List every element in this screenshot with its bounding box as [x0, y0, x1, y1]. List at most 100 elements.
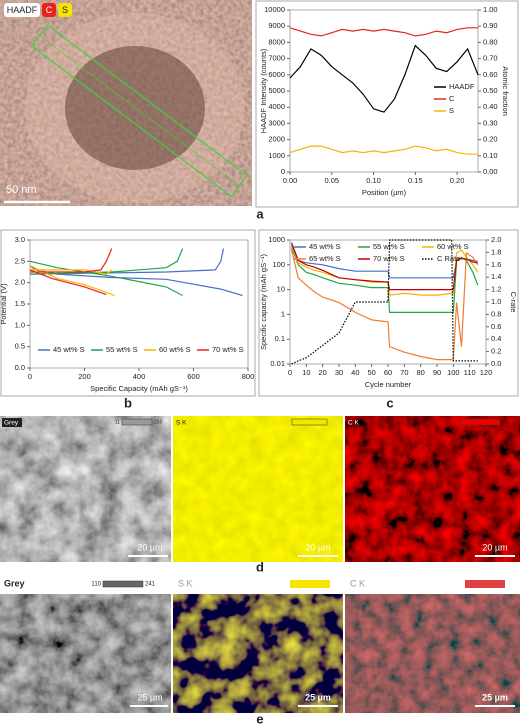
x-tick-label: 50 — [367, 368, 375, 377]
y-axis-title: Potential (V) — [0, 283, 8, 325]
haadf-image: HAADF C S 50 nm — [0, 0, 252, 206]
y-tick-label: 0.0 — [15, 363, 25, 372]
y-tick-label: 6000 — [268, 70, 285, 79]
y2-tick-label: 1.2 — [491, 285, 501, 294]
x-tick-label: 40 — [351, 368, 359, 377]
x-tick-label: 600 — [187, 372, 200, 381]
y-tick-label: 0.01 — [270, 359, 285, 368]
y2-tick-label: 0.70 — [483, 54, 498, 63]
x-tick-label: 80 — [416, 368, 424, 377]
x-tick-label: 400 — [133, 372, 146, 381]
y2-tick-label: 0.6 — [491, 322, 501, 331]
series-line — [291, 245, 479, 296]
map-title: S K — [176, 420, 187, 427]
x-tick-label: 120 — [480, 368, 493, 377]
map-row-d: Grey 11 255 S K C K 20 µm 20 µm 20 µm — [0, 416, 520, 562]
x-tick-label: 100 — [447, 368, 460, 377]
y-tick-label: 5000 — [268, 86, 285, 95]
panel-label: e — [256, 711, 263, 726]
scale-bar-label: 50 nm — [6, 184, 37, 196]
y-tick-label: 1000 — [268, 235, 285, 244]
series-line — [29, 265, 115, 297]
image-label: HAADF — [7, 5, 38, 15]
y-tick-label: 3.0 — [15, 235, 25, 244]
scale-max: 241 — [145, 582, 156, 588]
image-label: S — [62, 5, 68, 15]
panel-frame — [258, 229, 519, 397]
y-axis-title: HAADF Intensity (counts) — [259, 48, 268, 133]
y-tick-label: 2.5 — [15, 256, 25, 265]
map-title: C K — [350, 578, 365, 588]
legend-label: 55 wt% S — [373, 242, 405, 251]
legend-label: HAADF — [449, 82, 475, 91]
y-tick-label: 7000 — [268, 54, 285, 63]
y2-tick-label: 0.4 — [491, 334, 501, 343]
y-tick-label: 3000 — [268, 118, 285, 127]
panel-label: c — [386, 395, 393, 410]
panel-frame — [0, 229, 256, 397]
x-tick-label: 0.00 — [283, 176, 298, 185]
y2-tick-label: 0.2 — [491, 347, 501, 356]
y2-tick-label: 1.6 — [491, 260, 501, 269]
y-tick-label: 0.1 — [275, 334, 285, 343]
x-tick-label: 0 — [28, 372, 32, 381]
legend-label: 60 wt% S — [437, 242, 469, 251]
y-tick-label: 2.0 — [15, 278, 25, 287]
x-axis-title: Specific Capacity (mAh gS⁻¹) — [90, 384, 188, 393]
scale-bar-label: 20 µm — [137, 542, 162, 552]
map-title: C K — [348, 420, 360, 427]
legend-label: 60 wt% S — [159, 345, 191, 354]
legend-label: 65 wt% S — [309, 254, 341, 263]
series-line — [291, 239, 478, 365]
y2-axis-title: Atomic fraction — [501, 66, 510, 116]
legend-label: 45 wt% S — [53, 345, 85, 354]
panel-frame — [255, 0, 519, 208]
series-line — [291, 243, 478, 291]
panel-label: b — [124, 395, 132, 410]
x-tick-label: 0.20 — [450, 176, 465, 185]
y-tick-label: 10 — [277, 285, 285, 294]
scale-bar-label: 20 µm — [305, 542, 330, 552]
y2-tick-label: 0.00 — [483, 167, 498, 176]
y2-tick-label: 2.0 — [491, 235, 501, 244]
map-title: Grey — [4, 420, 19, 427]
map-title: Grey — [4, 578, 25, 588]
plot-area — [289, 9, 479, 173]
y2-tick-label: 1.0 — [491, 297, 501, 306]
legend-label: 55 wt% S — [106, 345, 138, 354]
x-axis-title: Position (µm) — [362, 188, 407, 197]
y2-tick-label: 0.40 — [483, 102, 498, 111]
y2-tick-label: 0.8 — [491, 309, 501, 318]
x-tick-label: 0 — [288, 368, 292, 377]
y-tick-label: 8000 — [268, 37, 285, 46]
legend-label: 70 wt% S — [212, 345, 244, 354]
scale-max: 255 — [154, 419, 163, 425]
x-tick-label: 800 — [242, 372, 255, 381]
y2-tick-label: 0.30 — [483, 118, 498, 127]
x-tick-label: 20 — [318, 368, 326, 377]
series-line — [29, 248, 113, 296]
y-axis-title: Specific capacity (mAh gS⁻¹) — [259, 253, 268, 350]
y-tick-label: 0.5 — [15, 342, 25, 351]
y2-tick-label: 1.4 — [491, 272, 501, 281]
y-tick-label: 4000 — [268, 102, 285, 111]
x-tick-label: 0.10 — [366, 176, 381, 185]
y2-tick-label: 0.20 — [483, 135, 498, 144]
x-tick-label: 0.15 — [408, 176, 423, 185]
y2-tick-label: 0.80 — [483, 37, 498, 46]
y-tick-label: 9000 — [268, 21, 285, 30]
series-line — [289, 44, 479, 113]
x-axis-title: Cycle number — [365, 380, 412, 389]
y-tick-label: 0 — [281, 167, 285, 176]
series-line — [291, 247, 479, 313]
scale-min: 110 — [91, 582, 101, 588]
y-tick-label: 1000 — [268, 151, 285, 160]
y-tick-label: 10000 — [264, 5, 285, 14]
x-tick-label: 30 — [335, 368, 343, 377]
y2-tick-label: 1.8 — [491, 247, 501, 256]
panel-label: a — [256, 206, 264, 221]
series-line — [289, 145, 478, 155]
y2-tick-label: 0.90 — [483, 21, 498, 30]
x-tick-label: 90 — [433, 368, 441, 377]
image-label: C — [46, 5, 53, 15]
